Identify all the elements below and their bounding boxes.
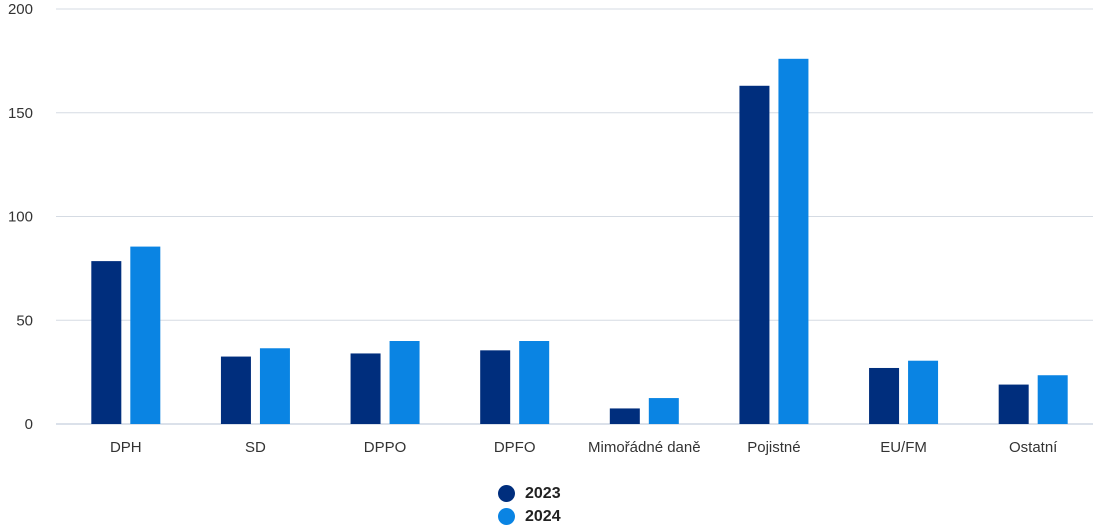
legend-item-series-0[interactable]: 2023 (498, 482, 561, 505)
x-tick-label-3: DPFO (494, 439, 536, 456)
bar-2024-0[interactable] (130, 246, 161, 424)
x-tick-label-5: Pojistné (747, 439, 800, 456)
x-tick-label-0: DPH (110, 439, 142, 456)
bar-2023-5[interactable] (739, 85, 770, 425)
bar-2023-0[interactable] (91, 261, 122, 424)
y-tick-label-3: 150 (8, 105, 33, 122)
x-tick-label-1: SD (245, 439, 266, 456)
legend-label-series-0: 2023 (525, 484, 561, 502)
bar-2023-4[interactable] (609, 408, 640, 424)
y-tick-label-2: 100 (8, 209, 33, 226)
y-tick-label-4: 200 (8, 1, 33, 18)
y-tick-label-0: 0 (25, 416, 33, 433)
x-tick-label-7: Ostatní (1009, 439, 1058, 456)
bar-2024-3[interactable] (519, 341, 550, 424)
legend-marker-series-1 (498, 508, 515, 525)
bar-chart: 0 50 100 150 200 DPH SD DPPO DPFO Mimořádné daně P… (8, 1, 1093, 456)
bar-2024-2[interactable] (389, 341, 420, 424)
bar-2024-7[interactable] (1037, 375, 1068, 424)
legend-label-series-1: 2024 (525, 507, 561, 525)
bar-2023-6[interactable] (869, 367, 900, 424)
legend: 2023 2024 (498, 482, 561, 528)
y-tick-label-1: 50 (16, 312, 33, 329)
bar-2024-6[interactable] (908, 360, 939, 424)
x-tick-label-2: DPPO (364, 439, 407, 456)
bar-2024-4[interactable] (648, 398, 679, 424)
x-tick-label-6: EU/FM (880, 439, 927, 456)
bar-2023-3[interactable] (480, 350, 511, 424)
legend-marker-series-0 (498, 485, 515, 502)
bar-2023-2[interactable] (350, 353, 381, 424)
x-tick-label-4: Mimořádné daně (588, 439, 701, 456)
legend-item-series-1[interactable]: 2024 (498, 505, 561, 528)
bar-2024-5[interactable] (778, 58, 809, 425)
bar-2024-1[interactable] (259, 348, 290, 424)
bar-2023-1[interactable] (220, 356, 251, 424)
bar-2023-7[interactable] (998, 384, 1029, 424)
